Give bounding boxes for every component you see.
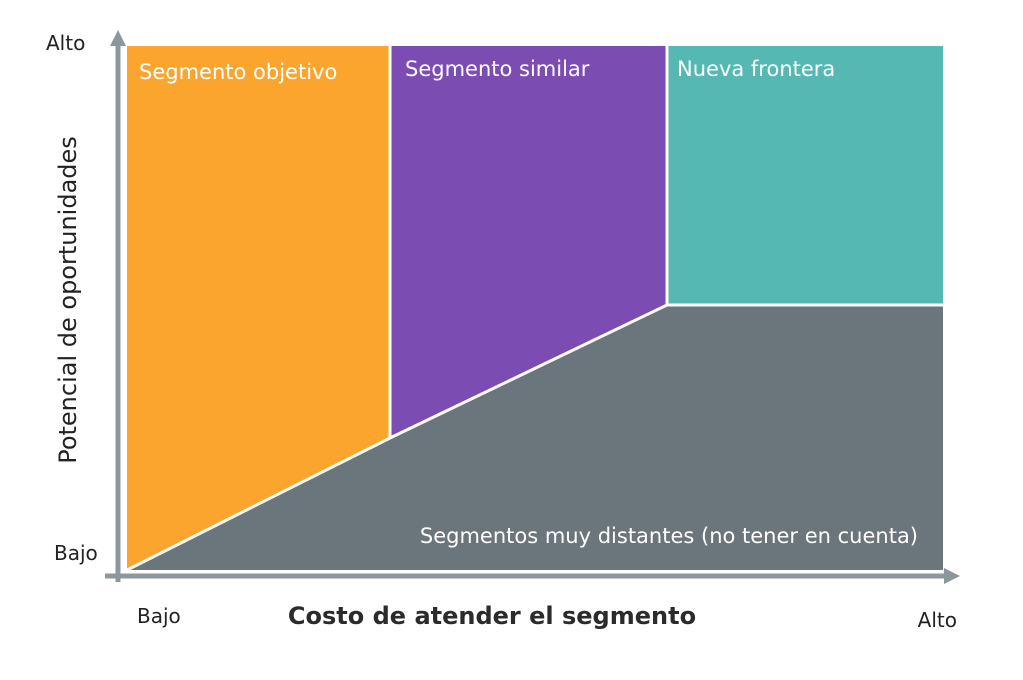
x-axis-high-label: Alto [918, 608, 957, 632]
separator-distant-boundary [126, 303, 943, 572]
x-axis-title: Costo de atender el segmento [288, 602, 696, 630]
x-axis-arrowhead [944, 568, 960, 584]
region-target [127, 46, 390, 570]
region-frontier-label: Nueva frontera [677, 57, 835, 81]
region-distant [127, 305, 943, 570]
region-similar-label: Segmento similar [405, 57, 590, 81]
y-axis-arrowhead [110, 30, 126, 46]
region-distant-label: Segmentos muy distantes (no tener en cue… [420, 524, 918, 548]
x-axis-low-label: Bajo [137, 604, 181, 628]
y-axis-title: Potencial de oportunidades [54, 136, 82, 464]
y-axis-high-label: Alto [46, 31, 85, 55]
region-frontier [667, 46, 943, 305]
region-target-label: Segmento objetivo [139, 60, 337, 84]
y-axis-low-label: Bajo [54, 541, 98, 565]
region-similar [390, 46, 667, 438]
